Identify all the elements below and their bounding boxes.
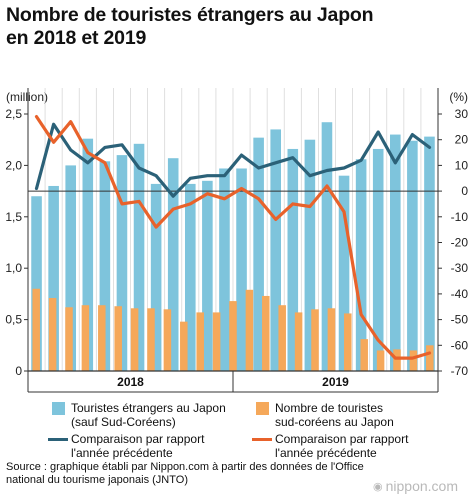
right-tick-label: 30 [455, 107, 469, 121]
legend-swatch-foreign [52, 402, 65, 415]
line-korea-change [34, 114, 432, 360]
bar-foreign [372, 148, 384, 371]
right-tick-label: -50 [451, 313, 469, 327]
right-tick-label: -20 [451, 236, 469, 250]
bar-korea [229, 301, 237, 371]
left-tick-label: 2,0 [5, 158, 22, 172]
left-tick-label: 0 [15, 364, 22, 378]
bar-foreign [65, 165, 77, 371]
bar-foreign [304, 139, 316, 371]
logo-text: nippon.com [385, 478, 458, 494]
bar-foreign [321, 122, 333, 371]
bar-korea [130, 308, 139, 371]
legend-foreign-change: Comparaison par rapport l'année précéden… [71, 432, 204, 460]
legend-foreign-line-1: Touristes étrangers au Japon [71, 401, 226, 415]
right-tick-label: -40 [451, 287, 469, 301]
bar-korea [245, 289, 254, 371]
legend-swatch-korea [256, 402, 269, 415]
bar-foreign [150, 183, 162, 371]
bar-korea [48, 298, 57, 371]
legend-line-foreign-change [48, 438, 68, 441]
bar-korea [180, 321, 188, 371]
legend-korea-change: Comparaison par rapport l'année précéden… [275, 432, 408, 460]
bar-korea [393, 349, 401, 371]
bar-korea [278, 305, 286, 371]
right-tick-label: 0 [461, 184, 468, 198]
line-foreign-change [34, 122, 432, 198]
bar-korea [344, 313, 352, 371]
legend-line-korea-change [252, 438, 272, 441]
bar-foreign [355, 159, 367, 371]
combo-chart: 0 0,5 1,0 1,5 2,0 2,5 -70 -60 -50 -40 -30 -20 -10 0 10… [5, 88, 469, 393]
legend-foreign-change-line-2: l'année précédente [71, 446, 173, 460]
bar-korea [163, 309, 172, 371]
bar-korea [196, 312, 204, 371]
bar-korea [294, 312, 303, 371]
source-note: Source : graphique établi par Nippon.com… [6, 461, 364, 486]
bar-foreign [133, 143, 145, 371]
legend-korea-line-1: Nombre de touristes [275, 401, 384, 415]
right-tick-label: -30 [451, 261, 469, 275]
title-line-2: en 2018 et 2019 [6, 27, 147, 49]
chart-title: Nombre de touristes étrangers au Japon e… [6, 4, 374, 50]
nippon-logo: ◉ nippon.com [373, 478, 458, 494]
bar-foreign [219, 168, 230, 371]
bar-foreign [202, 180, 213, 371]
bar-foreign [287, 148, 299, 371]
bar-foreign [167, 158, 179, 371]
right-axis-unit: (%) [449, 90, 468, 104]
x-group-label: 2018 [117, 375, 144, 389]
bar-korea [98, 305, 106, 371]
bar-foreign [253, 137, 264, 371]
bar-korea [409, 350, 418, 371]
bar-korea [426, 345, 434, 371]
bar-foreign [31, 196, 42, 371]
bar-foreign [236, 168, 247, 371]
legend-foreign-line-2: (sauf Sud-Coréens) [71, 415, 176, 429]
legend-korea-change-line-1: Comparaison par rapport [275, 432, 409, 446]
bar-foreign [389, 134, 401, 371]
bar-korea [262, 295, 270, 371]
bar-foreign [338, 175, 350, 371]
bar-foreign [424, 136, 435, 371]
right-tick-label: 10 [455, 158, 469, 172]
left-tick-label: 1,0 [5, 261, 22, 275]
bar-korea [376, 350, 385, 371]
right-tick-label: -10 [451, 210, 469, 224]
bar-korea [327, 308, 336, 371]
right-tick-label: 20 [455, 133, 469, 147]
bar-korea [147, 308, 155, 371]
bar-foreign [99, 161, 111, 371]
bar-foreign [116, 155, 128, 371]
right-tick-label: -70 [451, 364, 469, 378]
bar-korea [32, 288, 40, 371]
left-tick-label: 0,5 [5, 313, 22, 327]
left-tick-label: 2,5 [5, 107, 22, 121]
x-group-label: 2019 [322, 375, 349, 389]
legend-korea: Nombre de touristes sud-coréens au Japon [275, 401, 394, 429]
bar-foreign [82, 138, 94, 371]
left-tick-label: 1,5 [5, 210, 22, 224]
bar-korea [360, 339, 368, 371]
legend-korea-line-2: sud-coréens au Japon [275, 415, 394, 429]
bar-foreign [270, 129, 282, 371]
left-axis-unit: (million) [6, 90, 48, 104]
bar-foreign [407, 140, 418, 371]
bar-korea [212, 312, 221, 371]
legend-korea-change-line-2: l'année précédente [275, 446, 377, 460]
right-tick-label: -60 [451, 338, 469, 352]
bar-korea [65, 307, 73, 371]
legend-foreign-change-line-1: Comparaison par rapport [71, 432, 205, 446]
legend-foreign: Touristes étrangers au Japon (sauf Sud-C… [71, 401, 226, 429]
title-line-1: Nombre de touristes étrangers au Japon [6, 4, 374, 26]
bar-foreign [48, 185, 59, 371]
bar-korea [114, 306, 122, 371]
bar-foreign [184, 183, 196, 371]
bar-korea [311, 309, 319, 371]
bar-korea [81, 305, 90, 371]
